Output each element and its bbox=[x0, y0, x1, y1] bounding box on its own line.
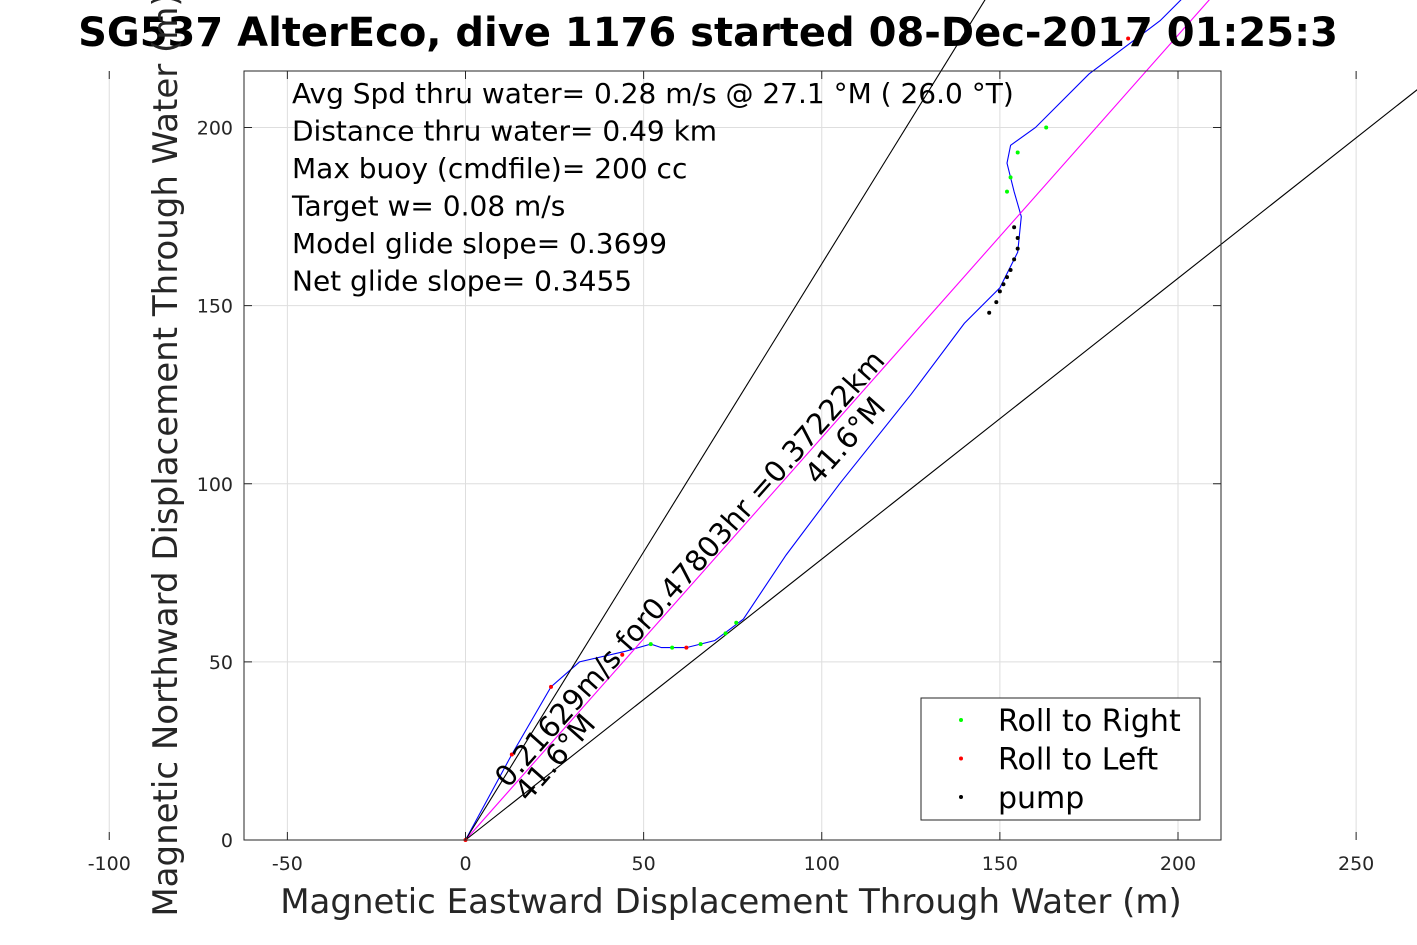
marker-roll-to-left bbox=[1126, 36, 1131, 41]
annotation-line: Max buoy (cmdfile)= 200 cc bbox=[292, 152, 687, 185]
y-tick-label: 150 bbox=[197, 296, 233, 318]
legend-label: Roll to Left bbox=[998, 743, 1158, 778]
series-line-envelope_right bbox=[465, 89, 1417, 841]
annotation-line: Avg Spd thru water= 0.28 m/s @ 27.1 °M (… bbox=[292, 77, 1014, 110]
legend-marker bbox=[959, 795, 963, 799]
marker-roll-to-right bbox=[1005, 189, 1009, 194]
marker-roll-to-right bbox=[648, 642, 653, 647]
marker-pump bbox=[1012, 225, 1017, 230]
y-axis-label: Magnetic Northward Displacement Through … bbox=[146, 0, 186, 917]
annotation-block: Avg Spd thru water= 0.28 m/s @ 27.1 °M (… bbox=[291, 77, 1014, 298]
annotation-line: Target w= 0.08 m/s bbox=[291, 190, 565, 223]
marker-roll-to-left bbox=[549, 684, 553, 689]
marker-roll-to-right bbox=[1008, 175, 1013, 180]
x-tick-label: 100 bbox=[804, 853, 840, 875]
annotation-line: Model glide slope= 0.3699 bbox=[292, 227, 667, 260]
y-tick-label: 200 bbox=[197, 118, 233, 140]
ticks: -100-50050100150200250300350400050100150… bbox=[88, 71, 1374, 875]
marker-roll-to-right bbox=[670, 645, 675, 650]
x-tick-label: -50 bbox=[272, 853, 303, 875]
x-axis-label: Magnetic Eastward Displacement Through W… bbox=[280, 882, 1182, 922]
series-layer bbox=[465, 0, 1417, 841]
y-tick-label: 50 bbox=[209, 652, 233, 674]
x-tick-label: 0 bbox=[459, 853, 471, 875]
plot-frame bbox=[243, 70, 1222, 841]
marker-pump bbox=[997, 289, 1002, 294]
y-tick-label: 100 bbox=[197, 474, 233, 496]
marker-pump bbox=[1012, 257, 1017, 262]
legend-box bbox=[920, 697, 1201, 821]
marker-roll-to-right bbox=[734, 620, 739, 625]
x-tick-label: 150 bbox=[982, 853, 1018, 875]
marker-pump bbox=[994, 300, 999, 305]
y-tick-label: 0 bbox=[221, 830, 233, 852]
chart-title: SG537 AlterEco, dive 1176 started 08-Dec… bbox=[78, 10, 1338, 56]
x-tick-label: 50 bbox=[632, 853, 656, 875]
marker-roll-to-right bbox=[698, 642, 703, 647]
marker-pump bbox=[1008, 268, 1013, 272]
marker-pump bbox=[1015, 246, 1020, 251]
x-tick-label: -100 bbox=[88, 853, 131, 875]
annotation-line: Distance thru water= 0.49 km bbox=[292, 115, 717, 148]
marker-roll-to-right bbox=[723, 631, 728, 636]
marker-roll-to-right bbox=[1044, 125, 1049, 130]
legend-label: pump bbox=[998, 781, 1084, 816]
legend-marker bbox=[959, 756, 963, 761]
marker-pump bbox=[1005, 275, 1009, 280]
annotation-line: Net glide slope= 0.3455 bbox=[292, 265, 632, 298]
marker-layer bbox=[463, 36, 1131, 842]
series-line-vector bbox=[465, 0, 1210, 841]
marker-pump bbox=[1001, 282, 1006, 287]
marker-roll-to-left bbox=[620, 652, 625, 657]
marker-pump bbox=[1015, 235, 1020, 240]
legend-label: Roll to Right bbox=[998, 704, 1181, 739]
marker-roll-to-left bbox=[684, 645, 689, 650]
series-line-envelope_left bbox=[465, 0, 986, 841]
marker-roll-to-right bbox=[1015, 150, 1020, 155]
series-line-track bbox=[465, 0, 1182, 841]
marker-roll-to-left bbox=[509, 752, 514, 757]
legend-marker bbox=[959, 718, 963, 722]
x-tick-label: 250 bbox=[1338, 853, 1374, 875]
marker-pump bbox=[987, 310, 992, 315]
x-tick-label: 200 bbox=[1160, 853, 1196, 875]
